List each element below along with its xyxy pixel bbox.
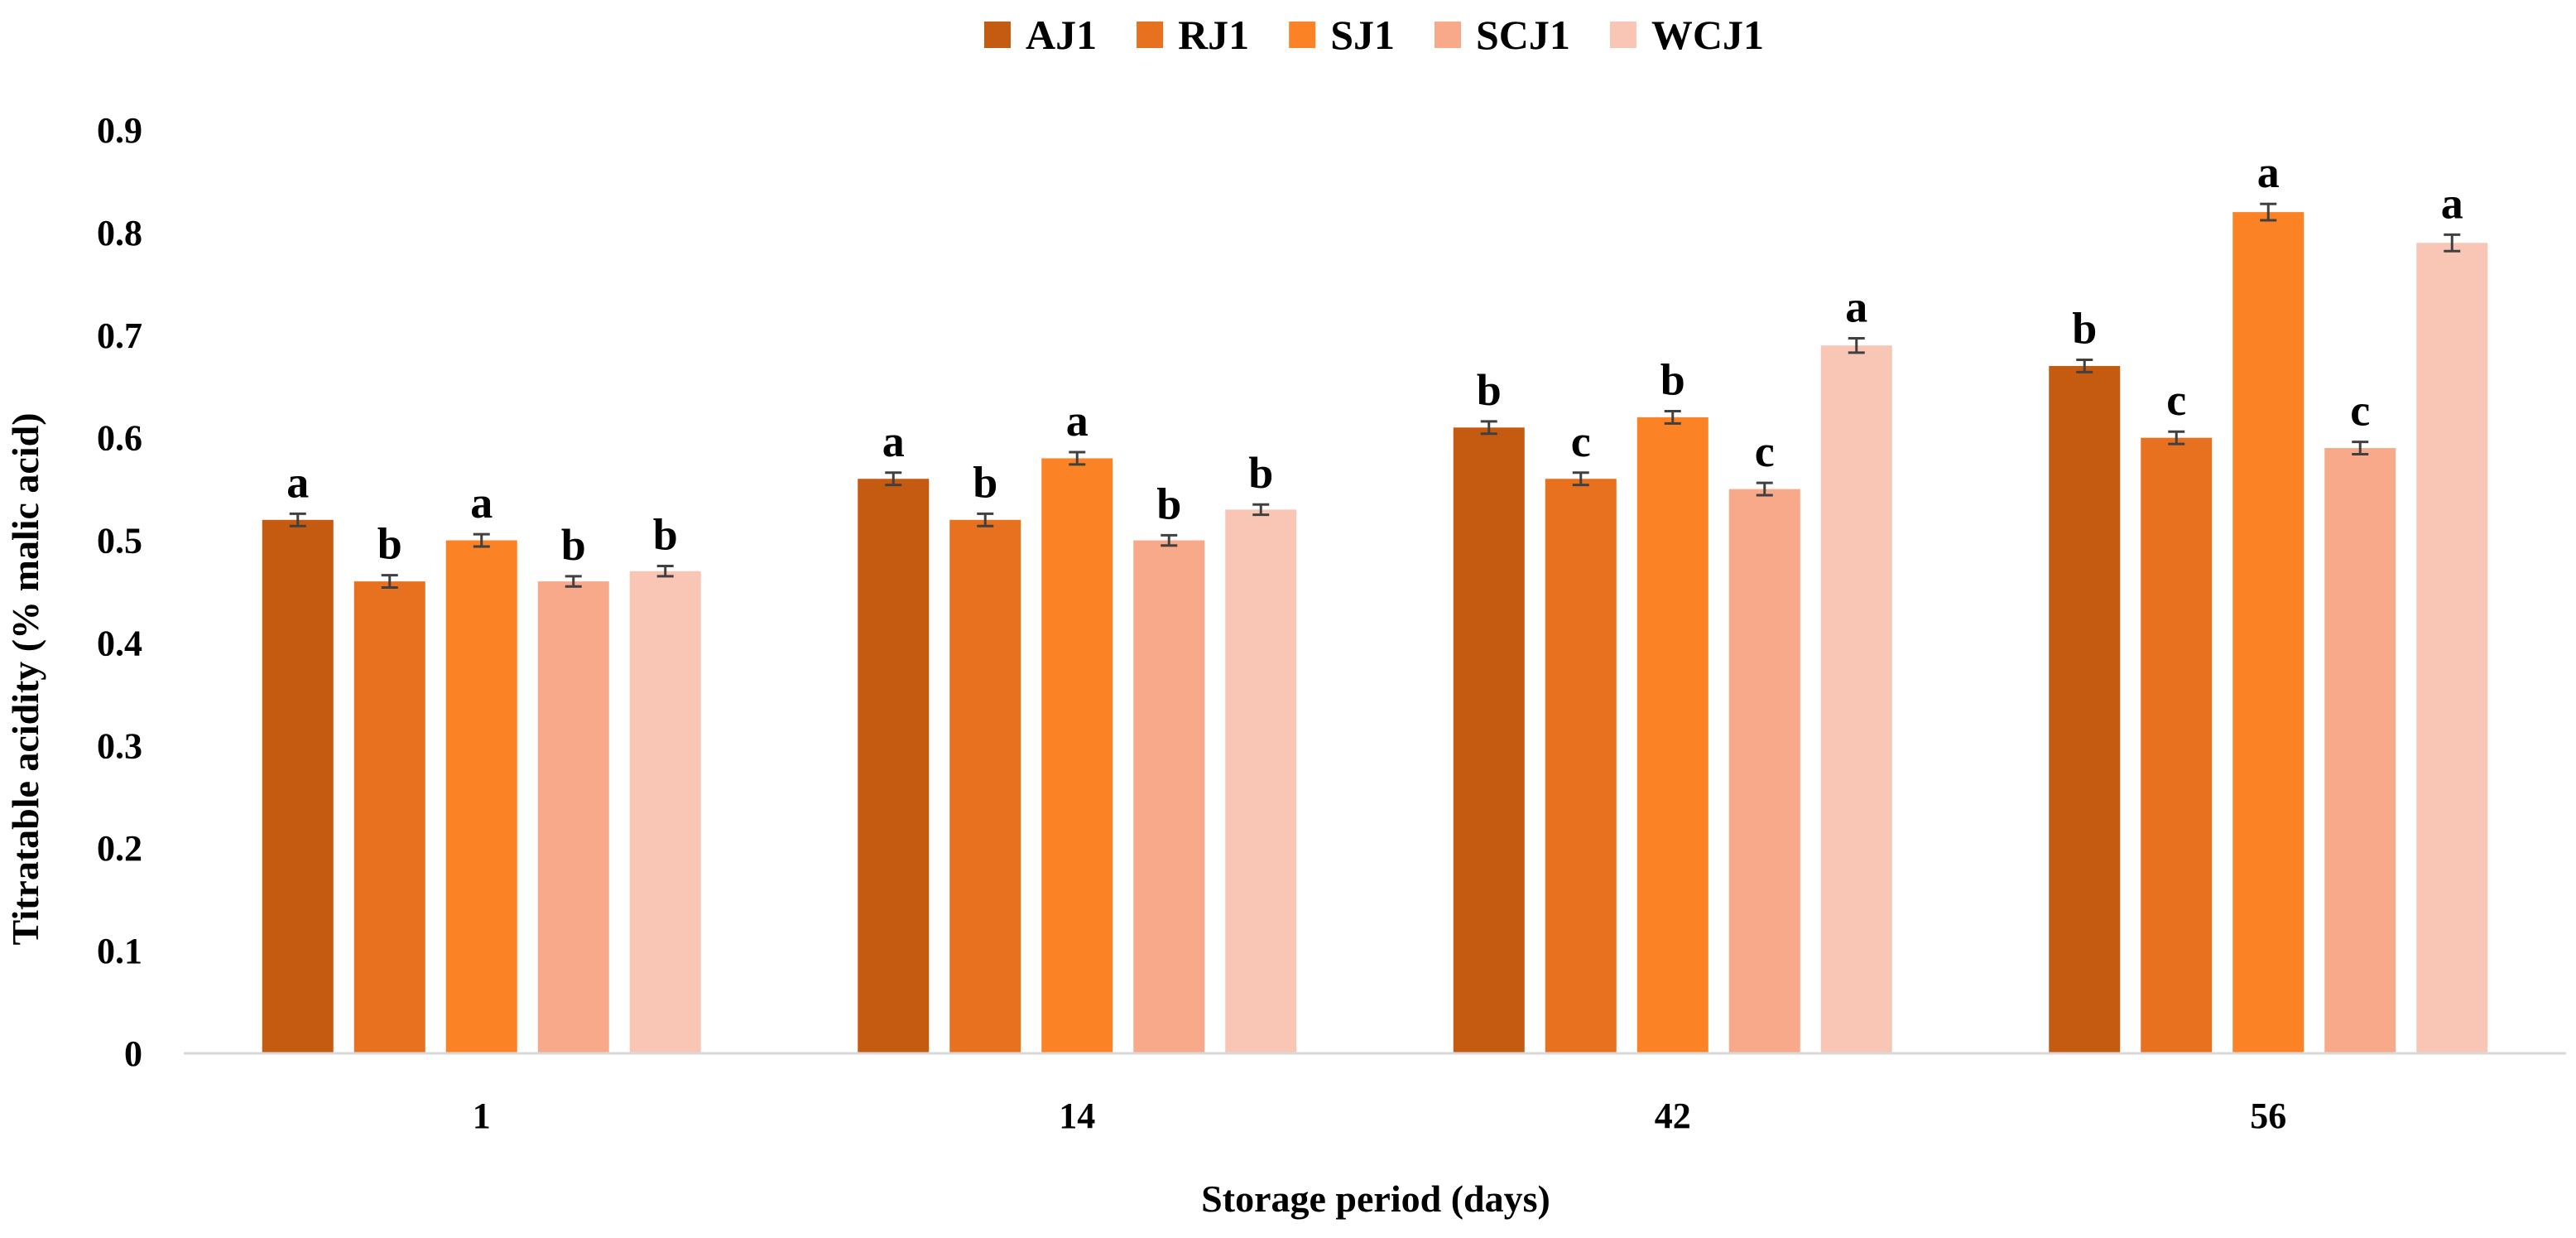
significance-letter: a (1066, 396, 1089, 446)
significance-letter: b (377, 519, 402, 569)
bar-scj1 (1133, 540, 1205, 1053)
legend-label-scj1: SCJ1 (1476, 12, 1570, 58)
bar-wcj1 (629, 571, 701, 1053)
significance-letter: c (1571, 417, 1591, 466)
significance-letter: b (1248, 448, 1273, 498)
bar-sj1 (1041, 458, 1113, 1053)
bar-wcj1 (2416, 243, 2488, 1053)
significance-letter: b (1477, 365, 1502, 415)
bar-rj1 (353, 581, 425, 1053)
legend-swatch-scj1 (1435, 22, 1461, 48)
legend-label-aj1: AJ1 (1026, 12, 1097, 58)
bar-aj1 (262, 519, 334, 1053)
bar-scj1 (1728, 489, 1800, 1053)
bar-wcj1 (1225, 509, 1297, 1053)
x-category-label: 42 (1655, 1096, 1691, 1136)
bar-aj1 (1453, 427, 1525, 1053)
significance-letter: b (1156, 479, 1181, 528)
legend-label-rj1: RJ1 (1178, 12, 1249, 58)
bar-sj1 (1636, 417, 1709, 1053)
legend-swatch-wcj1 (1609, 22, 1636, 48)
y-tick-label: 0.3 (97, 725, 142, 766)
y-axis-title: Titratable acidity (% malic acid) (4, 412, 46, 945)
x-category-label: 14 (1059, 1096, 1095, 1136)
bar-scj1 (2324, 448, 2396, 1053)
bars: a b a b b a b a b b b c b c a b c a c a (262, 147, 2488, 1054)
significance-letter: c (2350, 386, 2370, 436)
bar-rj1 (949, 519, 1021, 1053)
significance-letter: a (1845, 282, 1867, 331)
y-tick-label: 0.4 (97, 623, 142, 663)
bar-scj1 (537, 581, 609, 1053)
legend-swatch-aj1 (983, 22, 1011, 48)
legend-swatch-rj1 (1137, 22, 1164, 48)
legend-swatch-sj1 (1289, 22, 1316, 48)
bar-rj1 (2141, 437, 2213, 1053)
y-tick-label: 0.2 (97, 828, 142, 869)
x-category-label: 56 (2250, 1096, 2286, 1136)
legend: AJ1 RJ1 SJ1 SCJ1 WCJ1 (983, 12, 1764, 58)
legend-label-wcj1: WCJ1 (1651, 12, 1764, 58)
bar-rj1 (1545, 479, 1617, 1053)
significance-letter: b (561, 520, 586, 570)
bar-aj1 (858, 479, 930, 1053)
bar-sj1 (445, 540, 517, 1053)
y-tick-label: 0.8 (97, 213, 142, 253)
y-tick-label: 0.7 (97, 316, 142, 356)
significance-letter: c (1755, 426, 1775, 476)
legend-label-sj1: SJ1 (1330, 12, 1395, 58)
significance-letter: b (1660, 354, 1685, 404)
significance-letter: b (973, 457, 997, 507)
x-axis-title: Storage period (days) (1201, 1178, 1550, 1220)
significance-letter: a (286, 457, 309, 507)
x-axis: 1 14 42 56 (184, 1052, 2566, 1136)
x-category-label: 1 (473, 1096, 491, 1136)
significance-letter: a (2257, 147, 2280, 197)
y-tick-label: 0 (124, 1033, 142, 1074)
y-tick-label: 0.9 (97, 110, 142, 151)
y-tick-label: 0.1 (97, 931, 142, 971)
significance-letter: b (2072, 304, 2097, 354)
significance-letter: a (2441, 178, 2463, 228)
significance-letter: a (470, 478, 493, 527)
bar-sj1 (2232, 212, 2304, 1054)
y-tick-label: 0.6 (97, 418, 142, 459)
bar-aj1 (2049, 365, 2121, 1053)
y-axis: 0 0.1 0.2 0.3 0.4 0.5 0.6 0.7 0.8 0.9 (97, 110, 142, 1074)
significance-letter: b (653, 510, 678, 560)
significance-letter: c (2166, 375, 2186, 425)
bar-wcj1 (1820, 345, 1892, 1054)
significance-letter: a (882, 417, 905, 466)
y-tick-label: 0.5 (97, 521, 142, 561)
